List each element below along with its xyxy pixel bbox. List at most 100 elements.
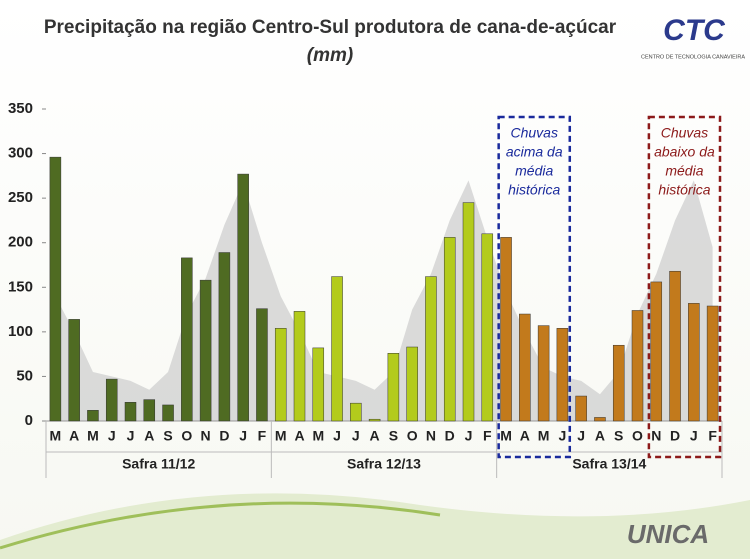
bar (481, 233, 494, 422)
x-tick-label: A (370, 428, 380, 444)
annotation-text: acima da (506, 144, 563, 160)
annotation-text: Chuvas (510, 125, 557, 141)
x-tick-label: M (87, 428, 99, 444)
x-tick-label: M (275, 428, 287, 444)
x-tick-label: D (219, 428, 229, 444)
x-tick-label: D (670, 428, 680, 444)
bar (537, 325, 550, 422)
bar (706, 305, 719, 422)
x-tick-label: J (333, 428, 341, 444)
bar (331, 276, 343, 422)
x-tick-label: M (500, 428, 512, 444)
bar (500, 237, 512, 422)
x-tick-label: J (690, 428, 698, 444)
y-tick-label: 50 (16, 367, 33, 384)
bar (68, 319, 80, 422)
bar (425, 276, 437, 422)
x-tick-label: O (632, 428, 643, 444)
annotation-box (497, 115, 572, 459)
bar (105, 378, 118, 422)
bar (312, 347, 325, 422)
x-tick-label: J (127, 428, 135, 444)
annotation-box (647, 115, 722, 459)
x-tick-label: J (558, 428, 566, 444)
group-label: Safra 11/12 (122, 456, 195, 472)
y-tick-label: 250 (8, 189, 33, 206)
bar (274, 328, 287, 422)
x-tick-label: A (144, 428, 154, 444)
x-tick-label: O (407, 428, 418, 444)
bar (688, 303, 700, 422)
bar (368, 418, 381, 422)
x-tick-label: F (708, 428, 717, 444)
y-tick-label: 300 (8, 145, 33, 162)
x-tick-label: A (520, 428, 530, 444)
bar (519, 313, 531, 422)
bar (406, 346, 418, 422)
bar (162, 404, 174, 422)
x-tick-label: N (426, 428, 436, 444)
bar (237, 173, 249, 422)
bar (181, 257, 193, 422)
bar (650, 281, 663, 422)
bar (631, 310, 644, 422)
x-tick-label: A (69, 428, 79, 444)
unica-logo: UNICA (627, 519, 709, 549)
annotation-text: média (665, 163, 703, 179)
bar (218, 252, 231, 422)
bar (350, 402, 362, 422)
x-tick-label: A (294, 428, 304, 444)
bar (143, 399, 156, 422)
x-tick-label: M (50, 428, 62, 444)
bar (462, 202, 475, 422)
ctc-logo: CTC (663, 14, 726, 47)
background-swoosh-line (0, 501, 441, 550)
x-tick-label: F (483, 428, 492, 444)
bar (293, 311, 306, 422)
bar (556, 328, 569, 422)
bar (443, 237, 456, 422)
x-tick-label: J (577, 428, 585, 444)
bar (256, 308, 268, 422)
bar (124, 402, 137, 422)
annotation-text: abaixo da (654, 144, 715, 160)
x-tick-label: F (258, 428, 267, 444)
group-label: Safra 13/14 (572, 456, 646, 472)
x-tick-label: A (595, 428, 605, 444)
bar (669, 270, 681, 422)
x-tick-label: N (651, 428, 661, 444)
x-tick-label: S (614, 428, 623, 444)
y-tick-label: 0 (25, 412, 33, 429)
y-tick-label: 100 (8, 323, 33, 340)
bar (199, 279, 212, 422)
x-tick-label: O (181, 428, 192, 444)
bar (87, 410, 99, 422)
y-tick-label: 150 (8, 278, 33, 295)
bar (612, 344, 625, 422)
bar (49, 156, 62, 422)
annotation-text: média (515, 163, 553, 179)
bar (594, 417, 606, 422)
x-tick-label: D (445, 428, 455, 444)
x-tick-label: M (312, 428, 324, 444)
chart-title: Precipitação na região Centro-Sul produt… (40, 14, 620, 70)
x-tick-label: J (352, 428, 360, 444)
ctc-subtitle: CENTRO DE TECNOLOGIA CANAVIEIRA (641, 54, 745, 60)
title-unit: (mm) (306, 45, 354, 66)
y-tick-label: 350 (8, 100, 33, 117)
bar (387, 353, 400, 422)
x-tick-label: S (163, 428, 172, 444)
x-tick-label: J (108, 428, 116, 444)
title-text: Precipitação na região Centro-Sul produt… (43, 17, 617, 38)
x-tick-label: S (389, 428, 398, 444)
annotation-text: histórica (658, 182, 710, 198)
x-tick-label: J (465, 428, 473, 444)
x-tick-label: M (538, 428, 550, 444)
bar (575, 395, 587, 422)
annotation-text: histórica (508, 182, 560, 198)
x-tick-label: J (239, 428, 247, 444)
y-tick-label: 200 (8, 234, 33, 251)
x-tick-label: N (201, 428, 211, 444)
